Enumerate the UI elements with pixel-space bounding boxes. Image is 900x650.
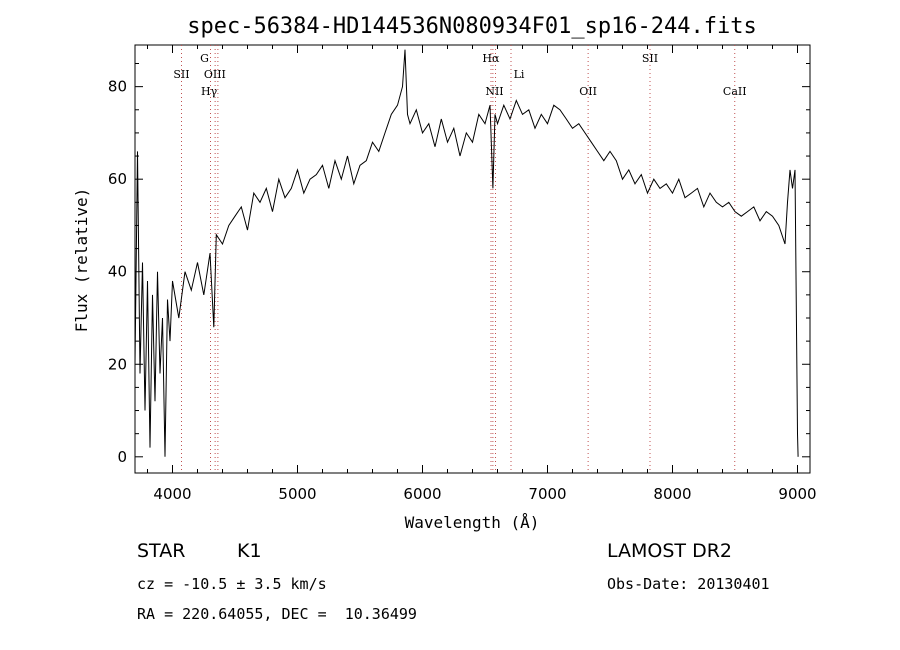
x-tick-label: 9000 [778,485,816,503]
plot-axes [134,44,811,474]
spectral-line-label: Hγ [201,85,218,98]
y-tick-label: 80 [108,78,127,96]
survey-name: LAMOST DR2 [607,540,732,562]
x-tick-label: 6000 [403,485,441,503]
y-axis-label: Flux (relative) [72,188,91,333]
spectral-line-label: CaII [723,85,747,98]
x-tick-label: 8000 [653,485,691,503]
spectral-line-labels: SII G OIII Hγ Hα NII Li OII SII CaII [173,52,746,98]
x-tick-label: 4000 [153,485,191,503]
object-subclass: K1 [237,540,262,562]
spectrum-series [134,49,799,457]
spectral-line-label: G [200,52,209,65]
x-tick-label: 7000 [528,485,566,503]
spectral-line-label: OII [579,85,597,98]
spectral-line-label: Li [514,68,525,81]
x-axis-label: Wavelength (Å) [405,513,540,532]
y-tick-label: 40 [108,263,127,281]
spectral-line-label: OIII [204,68,226,81]
spectral-line-label: SII [173,68,189,81]
spectral-line-label: Hα [482,52,500,65]
spectral-line-markers [181,45,736,473]
object-class: STAR [137,540,186,562]
axis-ticks: 4000 5000 6000 7000 8000 9000 0 20 40 60 80 [108,45,817,503]
y-tick-label: 20 [108,355,127,373]
plot-frame [134,44,811,474]
spectral-line-label: NII [485,85,503,98]
coordinates: RA = 220.64055, DEC = 10.36499 [137,605,417,623]
y-tick-label: 0 [117,448,127,466]
observation-date: Obs-Date: 20130401 [607,575,770,593]
spectral-line-label: SII [642,52,658,65]
chart-title: spec-56384-HD144536N080934F01_sp16-244.f… [187,14,757,39]
redshift-text: cz = -10.5 ± 3.5 km/s [137,575,327,593]
y-tick-label: 60 [108,170,127,188]
x-tick-label: 5000 [278,485,316,503]
spectrum-line [134,49,799,457]
